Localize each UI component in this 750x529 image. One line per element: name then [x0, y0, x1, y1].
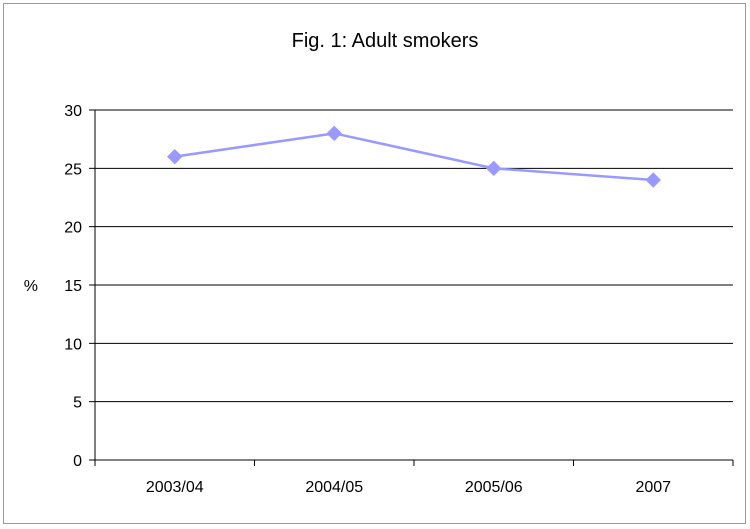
x-tick-label: 2003/04: [146, 479, 204, 496]
series-line: [174, 132, 654, 182]
x-tick-labels: 2003/04 2004/05 2005/06 2007: [146, 479, 671, 496]
y-tick-labels: 0 5 10 15 20 25 30: [64, 103, 82, 470]
data-point-marker: [645, 172, 661, 188]
y-tick-label: 0: [73, 453, 82, 470]
data-point-marker: [326, 125, 342, 142]
y-axis-label: %: [24, 278, 38, 295]
axes: [89, 109, 734, 466]
chart-frame: [3, 3, 746, 524]
chart-title: Fig. 1: Adult smokers: [292, 30, 479, 52]
y-tick-label: 30: [64, 103, 82, 120]
y-tick-label: 20: [64, 220, 82, 237]
x-tick-label: 2004/05: [305, 479, 363, 496]
x-tick-label: 2005/06: [465, 479, 523, 496]
y-tick-label: 5: [73, 395, 82, 412]
y-tick-label: 15: [64, 278, 82, 295]
gridlines: [95, 109, 733, 403]
y-tick-label: 25: [64, 161, 82, 178]
y-tick-label: 10: [64, 336, 82, 353]
series-layer: [167, 125, 661, 188]
x-tick-label: 2007: [635, 479, 671, 496]
data-point-marker: [167, 148, 183, 165]
data-point-marker: [486, 160, 502, 177]
